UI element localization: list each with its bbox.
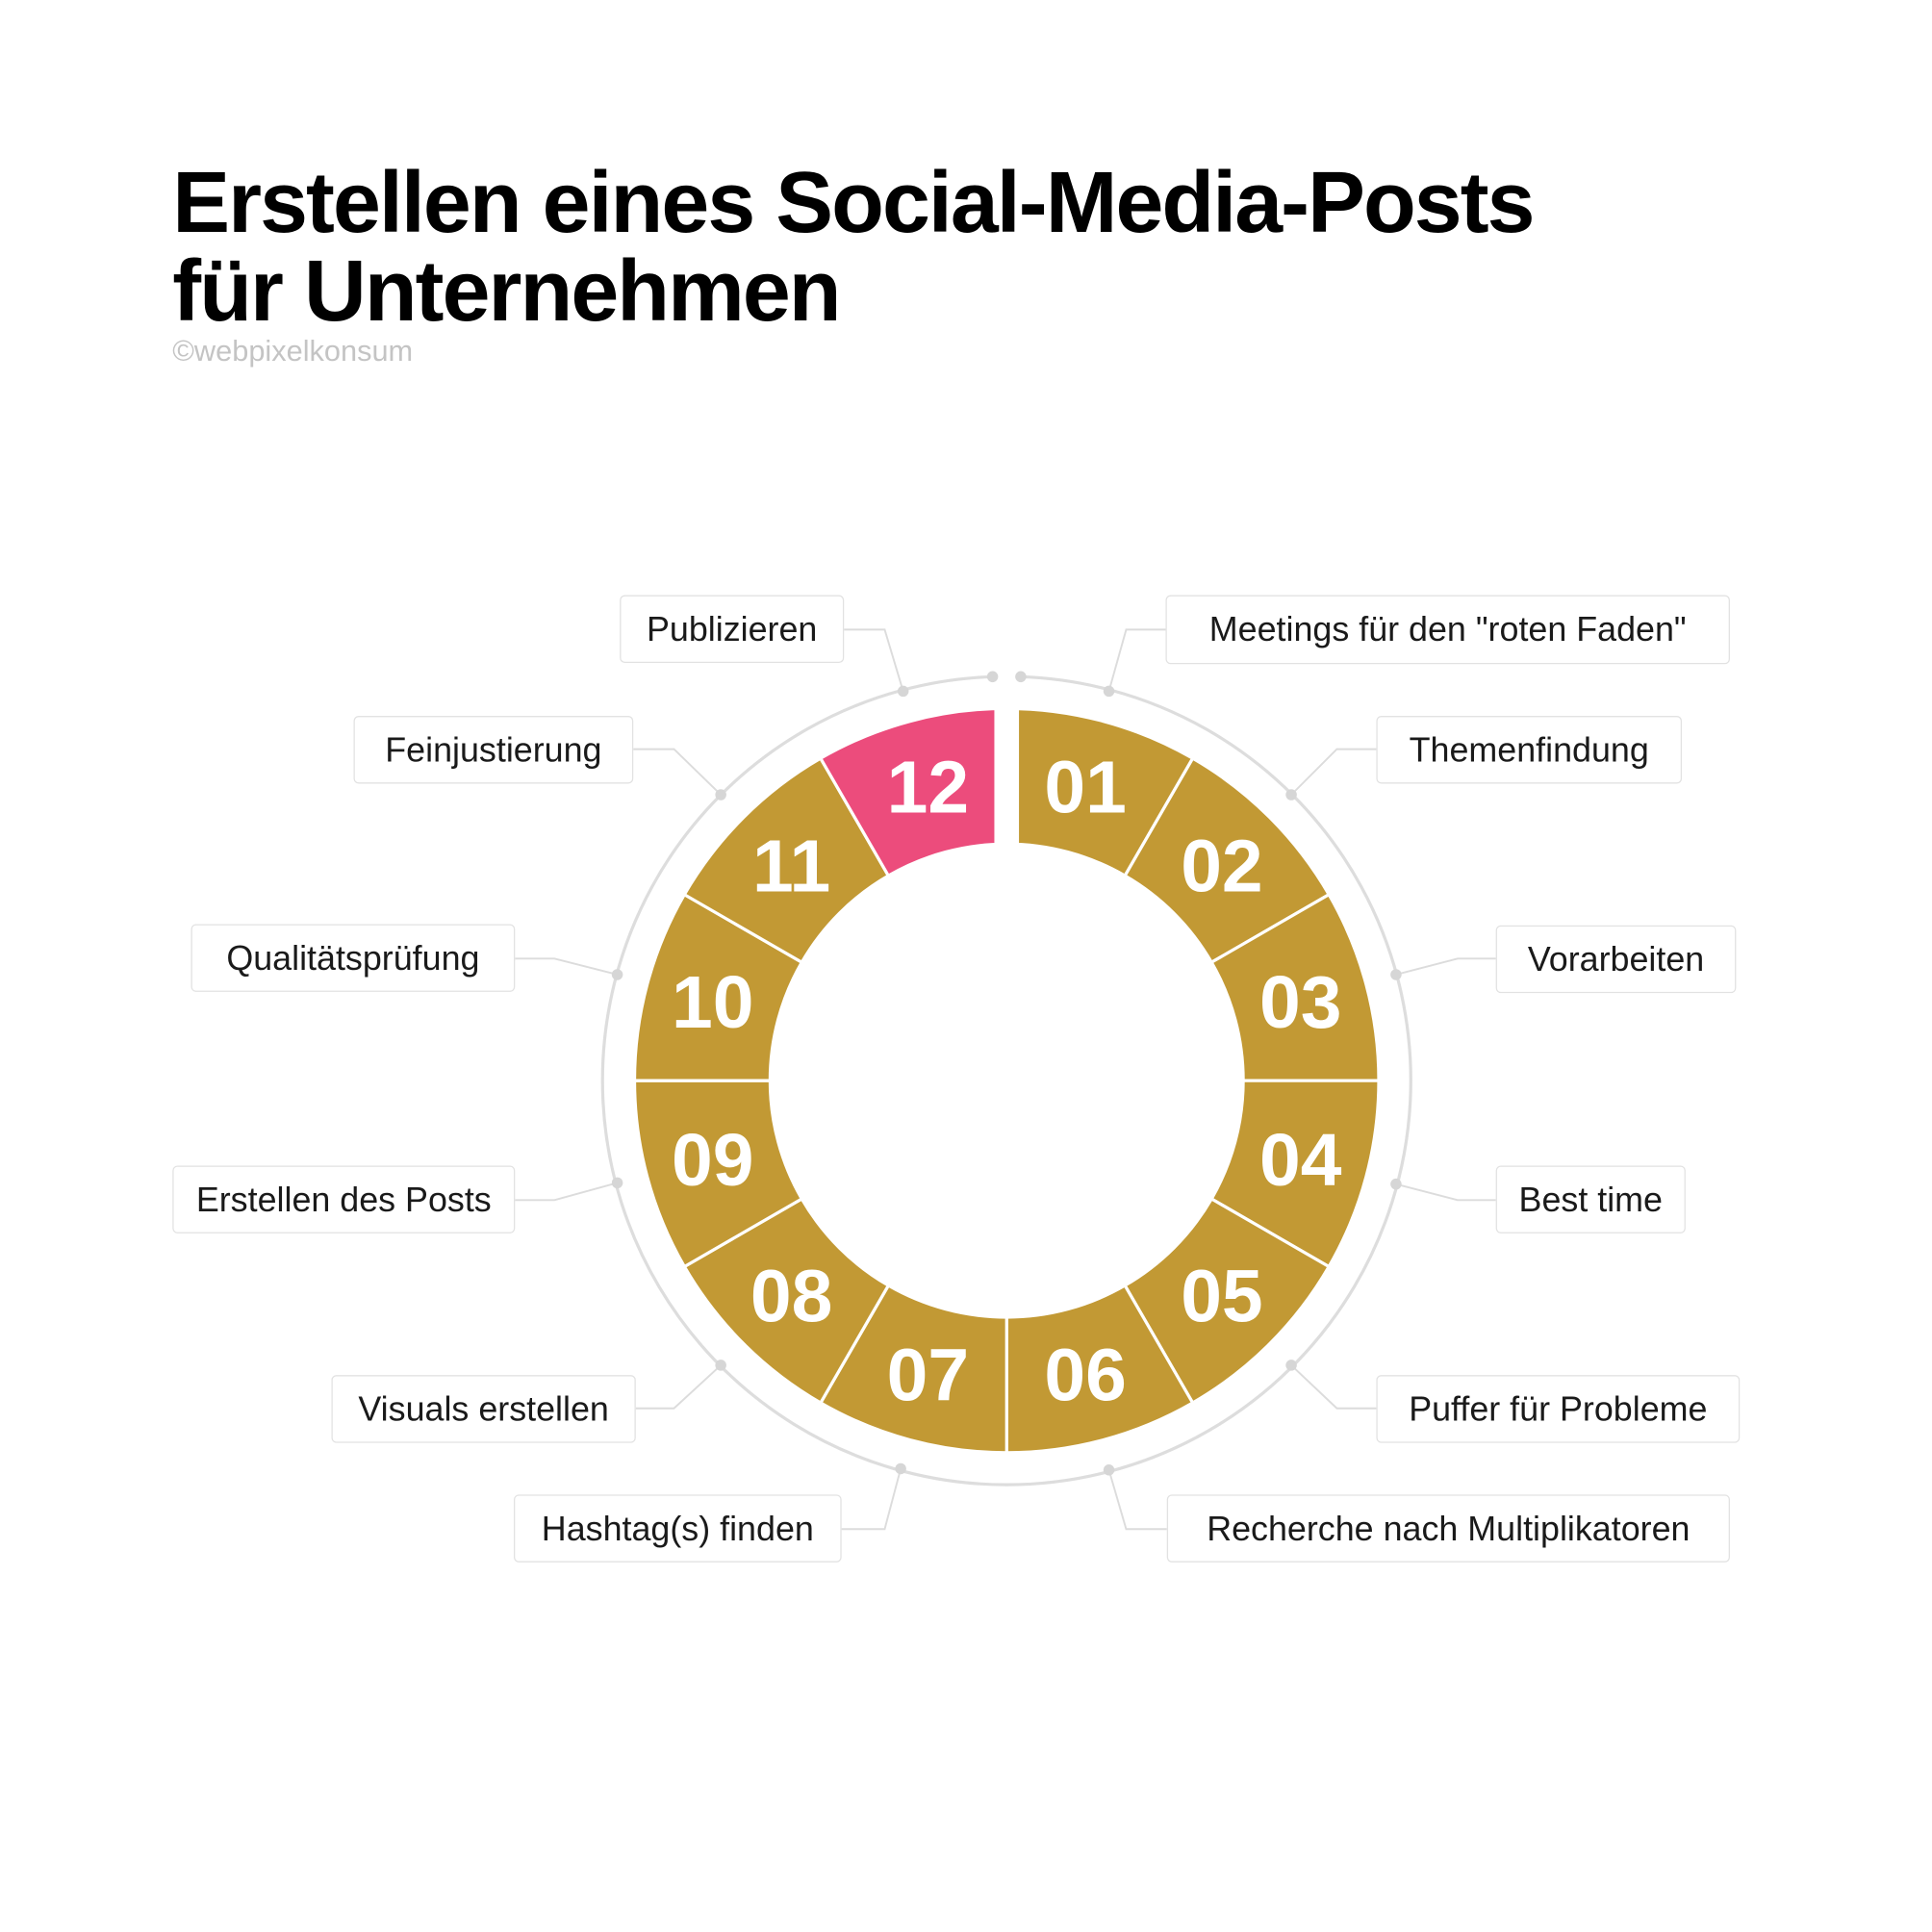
segment-number: 10	[672, 961, 753, 1044]
segment-number: 07	[887, 1335, 969, 1417]
step-label-07: Hashtag(s) finden	[514, 1494, 842, 1563]
segment-number: 03	[1259, 961, 1341, 1044]
connector-dot	[1103, 1464, 1115, 1476]
connector-line	[1290, 748, 1377, 796]
top-gap	[994, 690, 1020, 857]
connector-line	[1395, 957, 1496, 976]
step-label-11: Feinjustierung	[353, 716, 634, 784]
connector-line	[1107, 1469, 1167, 1531]
connector-dot	[1285, 1360, 1297, 1371]
segment-number: 04	[1259, 1119, 1342, 1202]
connector-line	[844, 628, 904, 692]
connector-dot	[1390, 969, 1402, 980]
segment-number: 06	[1044, 1335, 1126, 1417]
segment-number: 11	[752, 825, 830, 907]
connector-line	[635, 1364, 722, 1410]
segment-number: 09	[672, 1119, 753, 1202]
segment-number: 05	[1181, 1256, 1262, 1338]
ring-end-dot	[986, 671, 999, 683]
connector-dot	[715, 1360, 726, 1371]
ring-end-dot	[1015, 671, 1027, 683]
connector-dot	[715, 789, 726, 801]
step-label-01: Meetings für den "roten Faden"	[1165, 595, 1730, 665]
connector-line	[1107, 628, 1166, 692]
connector-line	[633, 748, 722, 796]
connector-dot	[1103, 685, 1115, 698]
connector-dot	[1390, 1178, 1402, 1190]
step-label-12: Publizieren	[620, 595, 845, 663]
outer-ring	[600, 674, 1412, 1487]
connector-dot	[611, 969, 623, 980]
connector-dot	[895, 1462, 906, 1475]
step-label-09: Erstellen des Posts	[172, 1165, 516, 1233]
title-line-1: Erstellen eines Social-Media-Posts	[172, 154, 1535, 250]
connector-line	[1290, 1364, 1377, 1410]
step-label-08: Visuals erstellen	[331, 1375, 636, 1443]
step-label-03: Vorarbeiten	[1495, 925, 1737, 994]
step-label-06: Recherche nach Multiplikatoren	[1166, 1494, 1730, 1563]
connector-line	[841, 1468, 902, 1531]
page-title: Erstellen eines Social-Media-Posts für U…	[172, 154, 1535, 340]
step-label-02: Themenfindung	[1376, 716, 1683, 784]
connector-dot	[897, 685, 909, 698]
step-label-05: Puffer für Probleme	[1376, 1375, 1741, 1443]
connector-line	[515, 957, 618, 976]
connector-dot	[1285, 789, 1297, 801]
copyright: ©webpixelkonsum	[172, 335, 414, 369]
title-line-2: für Unternehmen	[172, 242, 841, 340]
segment-number: 12	[887, 746, 969, 828]
segment-number: 02	[1181, 825, 1262, 907]
segment-number: 08	[750, 1256, 832, 1338]
step-label-10: Qualitätsprüfung	[191, 924, 516, 992]
connector-dot	[611, 1177, 623, 1189]
step-label-04: Best time	[1495, 1165, 1686, 1233]
connector-line	[515, 1182, 618, 1202]
segment-number: 01	[1044, 746, 1126, 828]
connector-line	[1395, 1182, 1496, 1202]
